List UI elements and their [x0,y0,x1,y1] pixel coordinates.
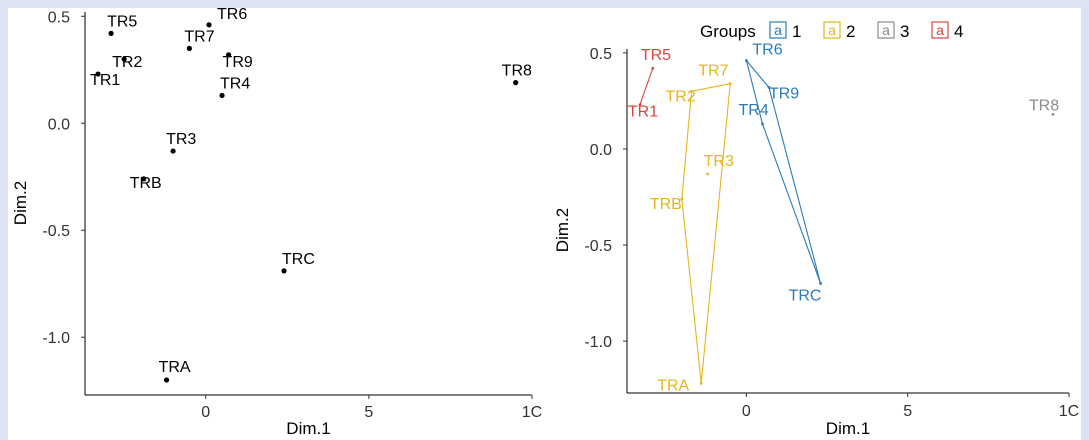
data-point-tr1 [638,103,642,107]
point-label-tr9: TR9 [223,54,253,71]
legend-label-1: 1 [792,22,801,41]
data-point-trc [819,282,822,285]
data-point-tra [699,381,703,385]
legend-key-4 [931,21,949,39]
y-tick-label: 0.0 [590,142,612,159]
y-tick-label: 0.5 [590,46,612,63]
point-label-tr5: TR5 [641,47,671,64]
point-label-tr2: TR2 [666,88,696,105]
data-point-tr6 [206,22,212,28]
data-point-tr2 [121,56,127,62]
data-point-tr9 [225,52,232,58]
legend-label-2: 2 [846,22,855,41]
data-point-tr9 [767,86,771,89]
figure: -1.0 -0.5 0.0 0.5 0 5 1C Dim.1 Dim.2 TR1 TR2 TR3 TR4… [8,8,1081,440]
y-tick-label: -0.5 [584,238,612,255]
data-point-trc [281,268,287,274]
point-label-tr2: TR2 [112,54,142,71]
x-tick-label: 5 [903,403,912,420]
point-label-tr6: TR6 [217,8,247,23]
data-point-tr8 [513,80,519,86]
point-label-tr9: TR9 [769,85,799,102]
x-tick-label: 5 [364,404,373,421]
point-label-tr4: TR4 [739,102,769,119]
legend: Groups a 1 a 2 a 3 a 4 [700,21,963,41]
legend-key-glyph: a [774,22,782,38]
data-point-tr5 [108,30,114,36]
y-axis-title: Dim.2 [11,181,30,225]
x-axis-title: Dim.1 [826,419,870,438]
legend-key-glyph: a [936,22,944,38]
legend-key-glyph: a [882,22,890,38]
data-point-tr4 [761,122,764,126]
point-label-tr8: TR8 [1029,97,1059,114]
panel-right: -1.0 -0.5 0.0 0.5 0 5 1C Dim.1 Dim.2 TR1 TR5 TR2TR7… [553,42,1079,438]
point-label-tr8: TR8 [502,63,532,80]
point-label-tr1: TR1 [628,104,658,121]
legend-key-glyph: a [828,22,836,38]
point-label-tr1: TR1 [90,72,120,89]
x-tick-label: 1C [522,404,542,421]
data-point-trb [141,176,147,182]
data-point-tr4 [219,92,225,99]
x-tick-label: 1C [1059,403,1079,420]
data-point-tra [163,377,170,383]
legend-key-3 [877,21,895,39]
x-tick-label: 0 [201,404,210,421]
data-point-trb [680,197,684,201]
legend-key-1 [769,21,787,39]
legend-label-3: 3 [900,22,909,41]
point-label-tr4: TR4 [220,75,250,92]
point-label-tr3: TR3 [166,131,196,148]
data-point-tr7 [186,45,193,51]
x-tick-label: 0 [742,403,751,420]
y-axis-title: Dim.2 [553,208,572,252]
point-label-trb: TRB [130,175,162,192]
point-label-trc: TRC [282,251,315,268]
data-point-tr7 [728,82,732,85]
hull-group-2 [681,82,731,384]
legend-label-4: 4 [954,22,963,41]
legend-title: Groups [700,22,756,41]
point-label-trb: TRB [650,196,682,213]
data-point-tr2 [690,89,693,93]
y-tick-label: 0.0 [48,116,70,133]
legend-key-2 [823,21,841,39]
point-label-tra: TRA [159,359,191,376]
y-tick-label: 0.5 [48,9,70,26]
point-label-trc: TRC [789,287,822,304]
point-label-tr5: TR5 [107,13,137,30]
data-point-tr5 [651,66,655,70]
point-label-tr6: TR6 [752,42,782,59]
point-label-tra: TRA [657,377,689,394]
chart-canvas: -1.0-0.50.00.50 5 1CDim.1Dim.2TR1TR2TR3TR4… [11,8,1079,438]
y-tick-label: -0.5 [42,223,70,240]
x-axis-title: Dim.1 [286,419,330,438]
point-label-tr7: TR7 [184,28,214,45]
point-label-tr7: TR7 [698,63,728,80]
point-label-tr3: TR3 [704,153,734,170]
data-point-tr8 [1051,112,1055,116]
hull-group-4 [639,68,654,105]
data-point-tr3 [706,172,710,176]
y-tick-label: -1.0 [42,330,70,347]
y-tick-label: -1.0 [584,334,612,351]
data-point-tr1 [95,71,101,77]
data-point-tr3 [170,148,176,154]
data-point-tr6 [744,59,748,62]
